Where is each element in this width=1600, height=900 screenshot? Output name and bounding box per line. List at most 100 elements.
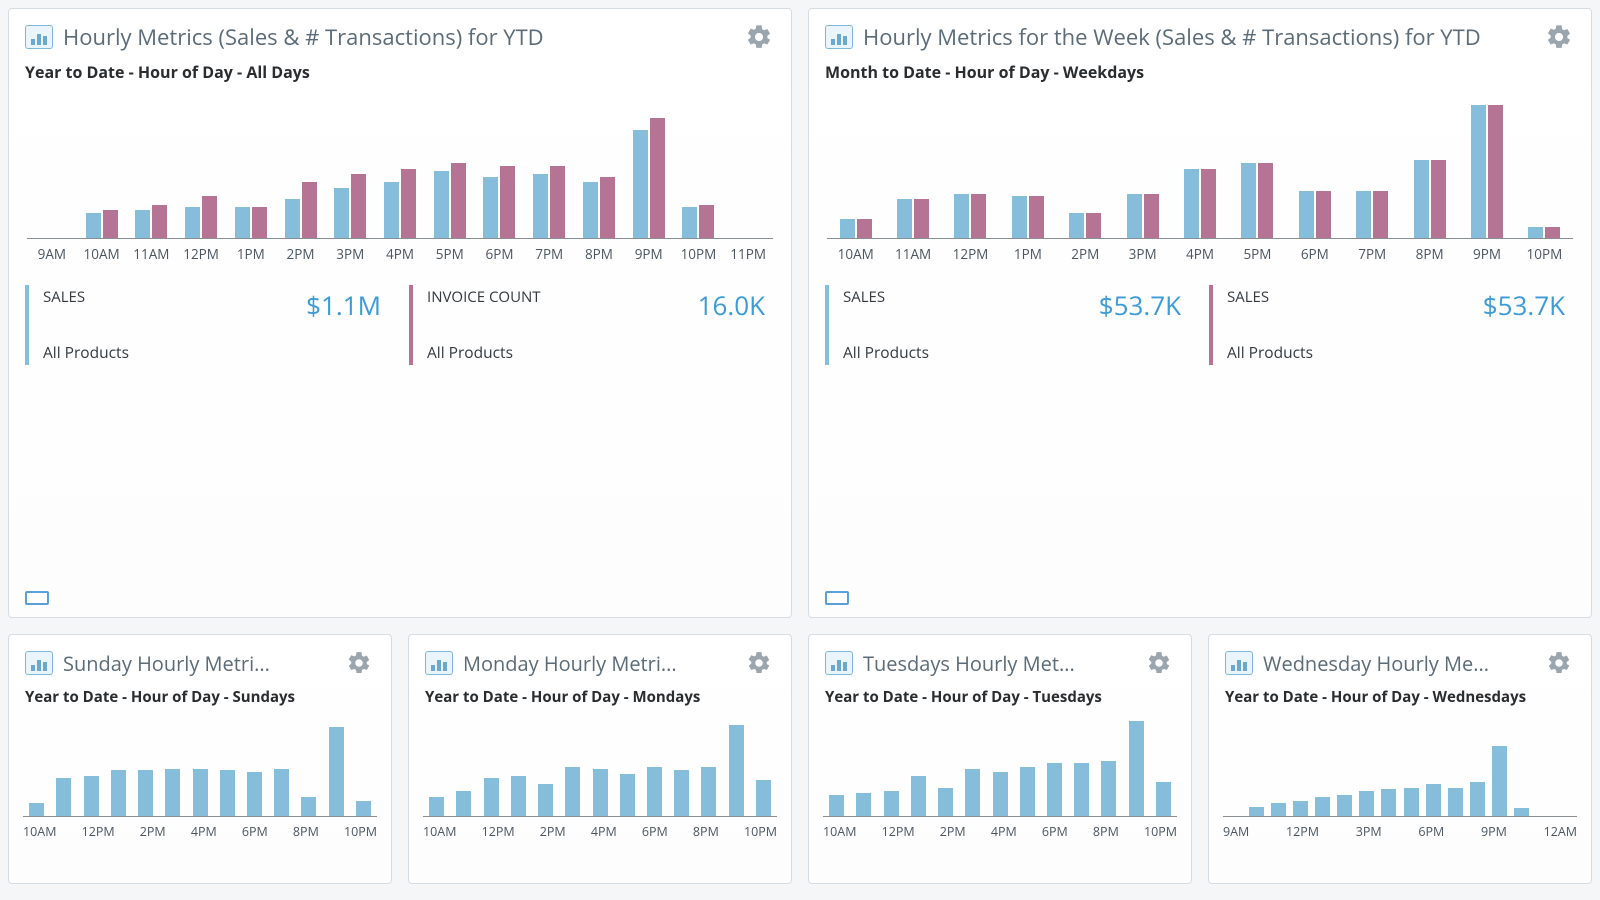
x-label: 3PM (1114, 245, 1171, 263)
footer-indicator-icon[interactable] (825, 591, 849, 605)
x-label: 10PM (744, 823, 777, 840)
settings-button[interactable] (343, 647, 375, 679)
bar (356, 801, 371, 816)
bar (1156, 782, 1171, 816)
x-label (1068, 823, 1093, 840)
x-label: 5PM (425, 245, 475, 263)
bar (857, 219, 872, 238)
bar-group (932, 721, 959, 816)
bar-group (668, 721, 695, 816)
settings-button[interactable] (1543, 21, 1575, 53)
bar (274, 769, 289, 817)
x-label: 10AM (823, 823, 856, 840)
x-label: 6PM (642, 823, 668, 840)
x-label: 11PM (723, 245, 773, 263)
bar-group (723, 721, 750, 816)
bar-group (1245, 721, 1267, 816)
bar-group (477, 721, 504, 816)
metric-tile: SALES$53.7KAll Products (1209, 285, 1575, 365)
x-label (1507, 823, 1525, 840)
bar-group (50, 721, 77, 816)
chart-area: 10AM12PM2PM4PM6PM8PM10PM (9, 715, 391, 844)
settings-button[interactable] (1143, 647, 1175, 679)
bar-group (126, 99, 176, 238)
settings-button[interactable] (1543, 647, 1575, 679)
panel-subtitle: Year to Date - Hour of Day - Mondays (409, 685, 791, 715)
bar (1074, 763, 1089, 816)
metric-sublabel: All Products (427, 341, 765, 363)
bar-group (1289, 721, 1311, 816)
bar-group (1223, 721, 1245, 816)
bar (533, 174, 548, 238)
bar-group (276, 99, 326, 238)
dashboard-panel: Tuesdays Hourly Met...Year to Date - Hou… (808, 634, 1192, 884)
x-label (1444, 823, 1462, 840)
panel-header: Tuesdays Hourly Met... (809, 635, 1191, 685)
settings-button[interactable] (743, 21, 775, 53)
bar-group (641, 721, 668, 816)
bar (511, 776, 526, 816)
x-label (1319, 823, 1337, 840)
bar (1315, 797, 1330, 816)
x-label: 3PM (1356, 823, 1382, 840)
x-label: 2PM (940, 823, 966, 840)
footer-indicator-icon[interactable] (25, 591, 49, 605)
bar-group (214, 721, 241, 816)
metric-tile: SALES$53.7KAll Products (825, 285, 1191, 365)
panel-subtitle: Year to Date - Hour of Day - Wednesdays (1209, 685, 1591, 715)
bar-group (823, 721, 850, 816)
x-label: 9PM (1481, 823, 1507, 840)
x-label: 10AM (77, 245, 127, 263)
metric-sublabel: All Products (43, 341, 381, 363)
dashboard-panel: Hourly Metrics (Sales & # Transactions) … (8, 8, 792, 618)
bar-group (132, 721, 159, 816)
bar (193, 769, 208, 817)
x-label (1268, 823, 1286, 840)
x-label (515, 823, 540, 840)
bar (1381, 789, 1396, 816)
chart-area: 10AM12PM2PM4PM6PM8PM10PM (809, 715, 1191, 844)
bar-group (105, 721, 132, 816)
bar-group (77, 721, 104, 816)
bar (56, 778, 71, 816)
x-label: 9AM (27, 245, 77, 263)
bar-group (1344, 99, 1401, 238)
bar (593, 769, 608, 817)
x-label: 12PM (82, 823, 115, 840)
x-label: 11AM (884, 245, 941, 263)
metric-label: INVOICE COUNT (427, 287, 541, 307)
bar-group (226, 99, 276, 238)
bar (840, 219, 855, 238)
bar-group (532, 721, 559, 816)
bar-group (23, 721, 50, 816)
bar-group (614, 721, 641, 816)
chart-icon (825, 25, 853, 49)
bar (429, 797, 444, 816)
chart-icon (825, 651, 853, 675)
bar (1514, 808, 1529, 816)
panel-title: Tuesdays Hourly Met... (863, 650, 1135, 677)
x-label: 8PM (1093, 823, 1119, 840)
x-label: 6PM (242, 823, 268, 840)
x-label: 12PM (1286, 823, 1319, 840)
x-label: 10AM (23, 823, 56, 840)
bar (583, 182, 598, 238)
x-label: 9AM (1223, 823, 1249, 840)
x-label (115, 823, 140, 840)
settings-button[interactable] (743, 647, 775, 679)
bar (401, 169, 416, 239)
bar-group (1458, 99, 1515, 238)
x-label: 9PM (1458, 245, 1515, 263)
panel-title: Wednesday Hourly Me... (1263, 650, 1535, 677)
panel-header: Monday Hourly Metri... (409, 635, 791, 685)
metrics-row: SALES$1.1MAll ProductsINVOICE COUNT16.0K… (9, 267, 791, 365)
chart-area: 9AM12PM3PM6PM9PM12AM (1209, 715, 1591, 844)
panel-subtitle: Year to Date - Hour of Day - Sundays (9, 685, 391, 715)
metric-value: $1.1M (306, 287, 381, 323)
bar (938, 788, 953, 817)
x-label: 8PM (1401, 245, 1458, 263)
bar (1293, 801, 1308, 816)
bar (138, 770, 153, 816)
metric-tile: SALES$1.1MAll Products (25, 285, 391, 365)
x-label (456, 823, 481, 840)
